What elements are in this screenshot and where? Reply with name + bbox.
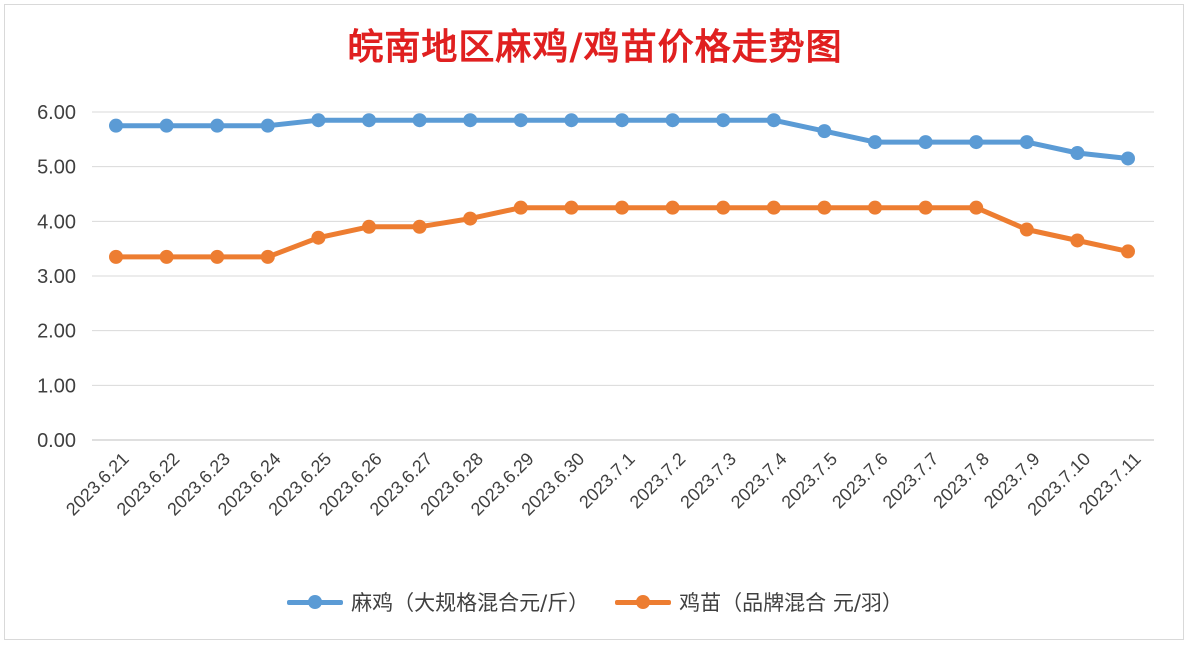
data-point-series-1 [311, 230, 326, 245]
data-point-series-0 [1070, 146, 1085, 160]
legend-swatch-series-0 [287, 591, 344, 613]
data-point-series-1 [362, 219, 376, 234]
data-point-series-0 [615, 113, 629, 128]
data-point-series-0 [109, 118, 123, 133]
data-point-series-1 [1019, 222, 1034, 237]
data-point-series-0 [210, 118, 225, 133]
data-point-series-1 [564, 200, 579, 215]
chart-frame [4, 4, 1184, 640]
data-point-series-0 [918, 135, 933, 150]
data-point-series-0 [260, 118, 275, 133]
data-point-series-1 [918, 200, 933, 215]
data-point-series-1 [463, 211, 478, 226]
chart-title: 皖南地区麻鸡/鸡苗价格走势图 [347, 26, 843, 68]
y-tick-label: 2.00 [37, 321, 76, 343]
data-point-series-1 [412, 219, 427, 234]
data-point-series-0 [159, 118, 174, 133]
data-point-series-0 [564, 113, 579, 128]
data-point-series-1 [766, 200, 781, 215]
data-point-series-1 [716, 200, 731, 215]
data-point-series-1 [1070, 233, 1085, 248]
data-point-series-0 [412, 113, 427, 128]
y-tick-label: 6.00 [37, 102, 76, 124]
data-point-series-0 [463, 113, 478, 128]
data-point-series-1 [159, 249, 174, 264]
legend: 麻鸡（大规格混合元/斤） 鸡苗（品牌混合 元/羽） [0, 587, 1190, 617]
data-point-series-0 [766, 113, 781, 128]
legend-label-series-1: 鸡苗（品牌混合 元/羽） [679, 591, 903, 615]
y-tick-label: 4.00 [37, 211, 76, 233]
data-point-series-1 [969, 200, 984, 215]
data-point-series-0 [311, 113, 326, 128]
data-point-series-0 [362, 113, 376, 128]
y-tick-label: 3.00 [37, 266, 76, 288]
y-tick-label: 5.00 [37, 157, 76, 179]
data-point-series-1 [1121, 244, 1135, 259]
data-point-series-0 [817, 124, 832, 139]
data-point-series-0 [969, 135, 984, 150]
data-point-series-1 [615, 200, 629, 215]
legend-item-series-0[interactable]: 麻鸡（大规格混合元/斤） [287, 587, 589, 617]
data-point-series-1 [665, 200, 680, 215]
legend-swatch-series-1 [615, 591, 672, 613]
data-point-series-1 [260, 249, 275, 264]
data-point-series-0 [513, 113, 528, 128]
data-point-series-0 [868, 135, 882, 150]
legend-label-series-0: 麻鸡（大规格混合元/斤） [351, 591, 590, 615]
series-line-1 [113, 205, 1131, 260]
y-tick-label: 0.00 [37, 430, 76, 452]
data-point-series-1 [210, 249, 225, 264]
data-point-series-0 [665, 113, 680, 128]
data-point-series-1 [513, 200, 528, 215]
y-tick-label: 1.00 [37, 375, 76, 397]
data-point-series-0 [1121, 151, 1135, 166]
data-point-series-1 [868, 200, 882, 215]
data-point-series-0 [1019, 135, 1034, 150]
data-point-series-0 [716, 113, 731, 128]
data-point-series-1 [817, 200, 832, 215]
data-point-series-1 [109, 249, 123, 264]
legend-item-series-1[interactable]: 鸡苗（品牌混合 元/羽） [615, 587, 903, 617]
